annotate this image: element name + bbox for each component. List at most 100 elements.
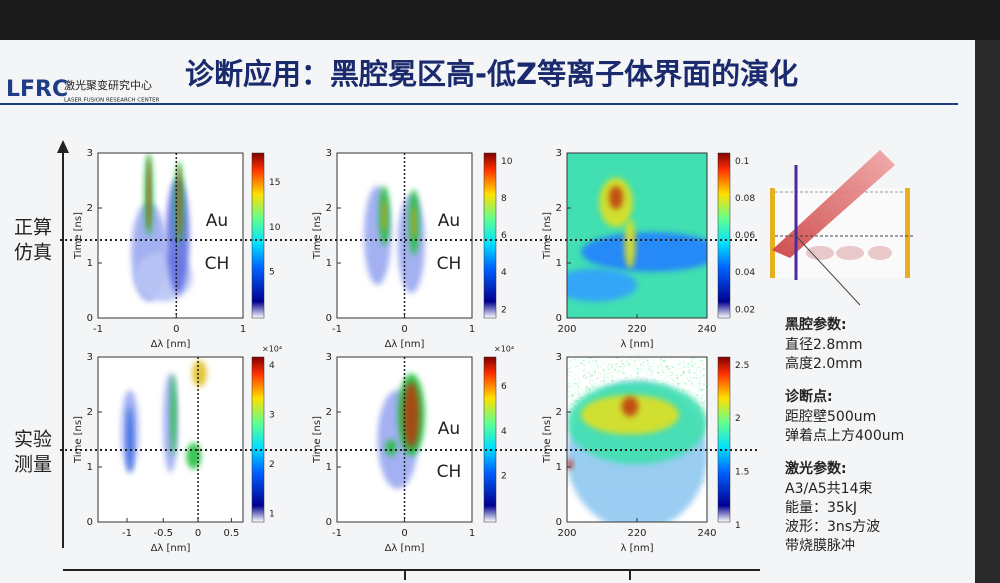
x-label: Δλ [nm]	[385, 339, 425, 350]
pointer	[795, 235, 861, 306]
colorbar-label: 10	[269, 223, 281, 233]
x-tick-label: -1	[93, 324, 103, 335]
logo-cn: 激光聚变研究中心	[64, 78, 152, 92]
colorbar-label: 2	[501, 471, 507, 481]
x-label: λ [nm]	[621, 543, 654, 554]
y-tick-label: 0	[87, 313, 93, 324]
x-label: λ [nm]	[621, 339, 654, 350]
heat-blob	[177, 166, 181, 239]
colorbar-label: 6	[501, 231, 507, 241]
heatmap	[131, 153, 193, 302]
colorbar-label: 1.5	[735, 468, 749, 478]
x-tick-label: 240	[697, 528, 716, 539]
y-tick-label: 0	[556, 313, 562, 324]
colorbar	[717, 356, 731, 523]
x-tick-label: 0	[195, 528, 201, 539]
y-tick-label: 1	[326, 258, 332, 269]
colorbar-label: 2.5	[735, 361, 749, 371]
y-tick-label: 1	[556, 462, 562, 473]
heat-blob	[126, 406, 133, 473]
annotation: CH	[437, 254, 462, 274]
heat-blob	[403, 381, 420, 448]
plasma	[836, 246, 864, 260]
y-tick-label: 1	[326, 462, 332, 473]
y-tick-label: 3	[326, 352, 332, 363]
param-line: 高度2.0mm	[785, 355, 863, 372]
y-tick-label: 0	[556, 517, 562, 528]
heat-blob	[581, 232, 707, 272]
param-line: A3/A5共14束	[785, 481, 873, 497]
wall	[905, 188, 910, 278]
colorbar-label: 6	[501, 382, 507, 392]
y-tick-label: 0	[87, 517, 93, 528]
y-tick-label: 0	[326, 517, 332, 528]
y-label: Time [ns]	[312, 212, 323, 260]
annotation: Au	[438, 211, 460, 231]
heat-blob	[170, 373, 177, 456]
param-line: 带烧膜脉冲	[785, 538, 855, 554]
heat-blob	[567, 459, 573, 470]
y-tick-label: 3	[87, 352, 93, 363]
param-line: 能量：35kJ	[785, 500, 857, 516]
y-tick-label: 2	[87, 203, 93, 214]
plasma	[806, 246, 834, 260]
colorbar-label: 0.04	[735, 268, 755, 278]
row-label: 仿真	[14, 242, 52, 264]
heat-blob	[147, 157, 151, 231]
x-tick-label: 0.5	[223, 528, 239, 539]
laser-beam	[772, 150, 895, 258]
heatmap	[567, 153, 707, 318]
heat-blob	[192, 360, 207, 387]
x-label: Δλ [nm]	[151, 543, 191, 554]
x-tick-label: 200	[557, 324, 576, 335]
x-tick-label: 200	[557, 528, 576, 539]
colorbar-label: 1	[735, 521, 741, 531]
heat-blob	[382, 199, 387, 233]
y-label: Time [ns]	[542, 212, 553, 260]
colorbar-label: 1	[269, 509, 275, 519]
param-heading: 激光参数:	[785, 460, 847, 477]
heat-blob	[567, 268, 637, 302]
param-line: 波形：3ns方波	[785, 519, 880, 535]
colorbar-exponent: ×10⁴	[262, 345, 282, 354]
heatmap	[377, 373, 425, 489]
plot-frame	[97, 152, 244, 319]
colorbar	[251, 152, 265, 319]
x-tick-label: 0	[401, 324, 407, 335]
colorbar-label: 2	[501, 305, 507, 315]
y-label: Time [ns]	[542, 416, 553, 464]
x-tick-label: 1	[469, 324, 475, 335]
y-label: Time [ns]	[73, 212, 84, 260]
x-tick-label: 220	[627, 324, 646, 335]
colorbar-label: 3	[269, 410, 275, 420]
x-tick-label: -1	[332, 528, 342, 539]
colorbar-exponent: ×10⁴	[494, 345, 514, 354]
colorbar-label: 4	[501, 268, 507, 278]
arrow-head	[57, 140, 69, 153]
row-label: 正算	[14, 217, 52, 239]
row-label: 测量	[14, 454, 52, 476]
heat-blob	[609, 186, 623, 210]
x-tick-label: 240	[697, 324, 716, 335]
colorbar-label: 8	[501, 194, 507, 204]
params: 黑腔参数: 直径2.8mm 高度2.0mm 诊断点: 距腔壁500um 弹着点上方400u…	[785, 316, 904, 554]
y-tick-label: 3	[556, 148, 562, 159]
plot-frame	[97, 356, 244, 523]
colorbar-label: 0.06	[735, 231, 755, 241]
colorbar	[251, 356, 265, 523]
frame	[975, 40, 1000, 583]
param-line: 直径2.8mm	[785, 336, 863, 353]
x-label: Δλ [nm]	[385, 543, 425, 554]
x-label: Δλ [nm]	[151, 339, 191, 350]
annotation: Au	[206, 211, 228, 231]
param-heading: 黑腔参数:	[785, 316, 847, 333]
annotation: CH	[205, 254, 230, 274]
param-line: 距腔壁500um	[785, 409, 876, 425]
colorbar	[483, 356, 497, 523]
x-tick-label: -0.5	[153, 528, 173, 539]
colorbar-label: 5	[269, 267, 275, 277]
y-tick-label: 3	[87, 148, 93, 159]
heatmap	[567, 357, 707, 522]
